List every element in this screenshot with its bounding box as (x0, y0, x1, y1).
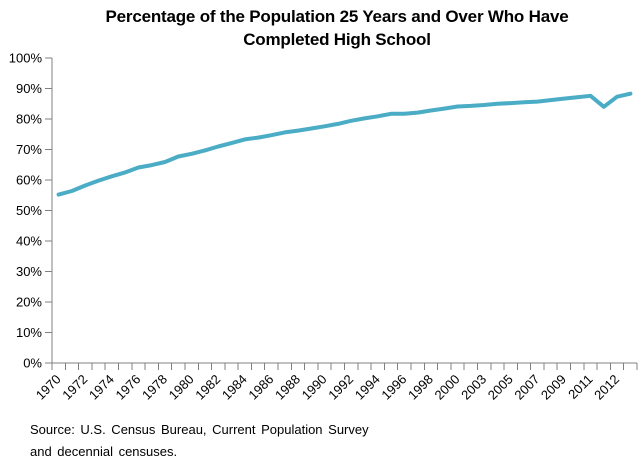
x-tick-label: 2005 (485, 372, 516, 403)
x-tick-label: 1976 (112, 372, 143, 403)
y-tick-label: 90% (16, 81, 42, 96)
chart-title: Percentage of the Population 25 Years an… (64, 5, 610, 51)
x-tick-label: 1998 (405, 372, 436, 403)
x-tick-label: 1982 (192, 372, 223, 403)
y-tick-label: 60% (16, 173, 42, 188)
y-tick-label: 50% (16, 203, 42, 218)
y-tick-label: 100% (9, 51, 43, 66)
y-tick-label: 30% (16, 264, 42, 279)
chart-title-line1: Percentage of the Population 25 Years an… (105, 7, 569, 26)
x-tick-label: 2012 (591, 372, 622, 403)
x-tick-label: 1970 (33, 372, 64, 403)
x-tick-label: 2011 (565, 372, 595, 402)
x-tick-label: 1996 (378, 372, 409, 403)
axes (51, 58, 637, 364)
source-note-line1: Source: U.S. Census Bureau, Current Popu… (30, 422, 369, 437)
x-tick-label: 2000 (432, 372, 463, 403)
x-tick-label: 1986 (245, 372, 276, 403)
x-tick-label: 2009 (538, 372, 569, 403)
x-tick-label: 1984 (219, 372, 250, 403)
y-tick-label: 80% (16, 112, 42, 127)
y-tick-label: 10% (16, 325, 42, 340)
y-tick-label: 20% (16, 295, 42, 310)
x-tick-label: 1994 (352, 372, 383, 403)
x-tick-label: 1974 (86, 372, 117, 403)
x-tick-label: 1992 (325, 372, 356, 403)
chart-title-line2: Completed High School (243, 30, 431, 49)
x-tick-label: 2003 (458, 372, 489, 403)
data-line (56, 91, 633, 197)
y-tick-label: 0% (23, 356, 42, 371)
x-tick-label: 1978 (139, 372, 170, 403)
x-tick-label: 1972 (59, 372, 90, 403)
x-tick-label: 1980 (166, 372, 197, 403)
x-tick-label: 1990 (299, 372, 330, 403)
y-tick-label: 70% (16, 142, 42, 157)
source-note: Source: U.S. Census Bureau, Current Popu… (30, 419, 510, 463)
x-tick-label: 2007 (511, 372, 542, 403)
source-note-line2: and decennial censuses. (30, 444, 178, 459)
x-tick-label: 1988 (272, 372, 303, 403)
y-tick-label: 40% (16, 234, 42, 249)
